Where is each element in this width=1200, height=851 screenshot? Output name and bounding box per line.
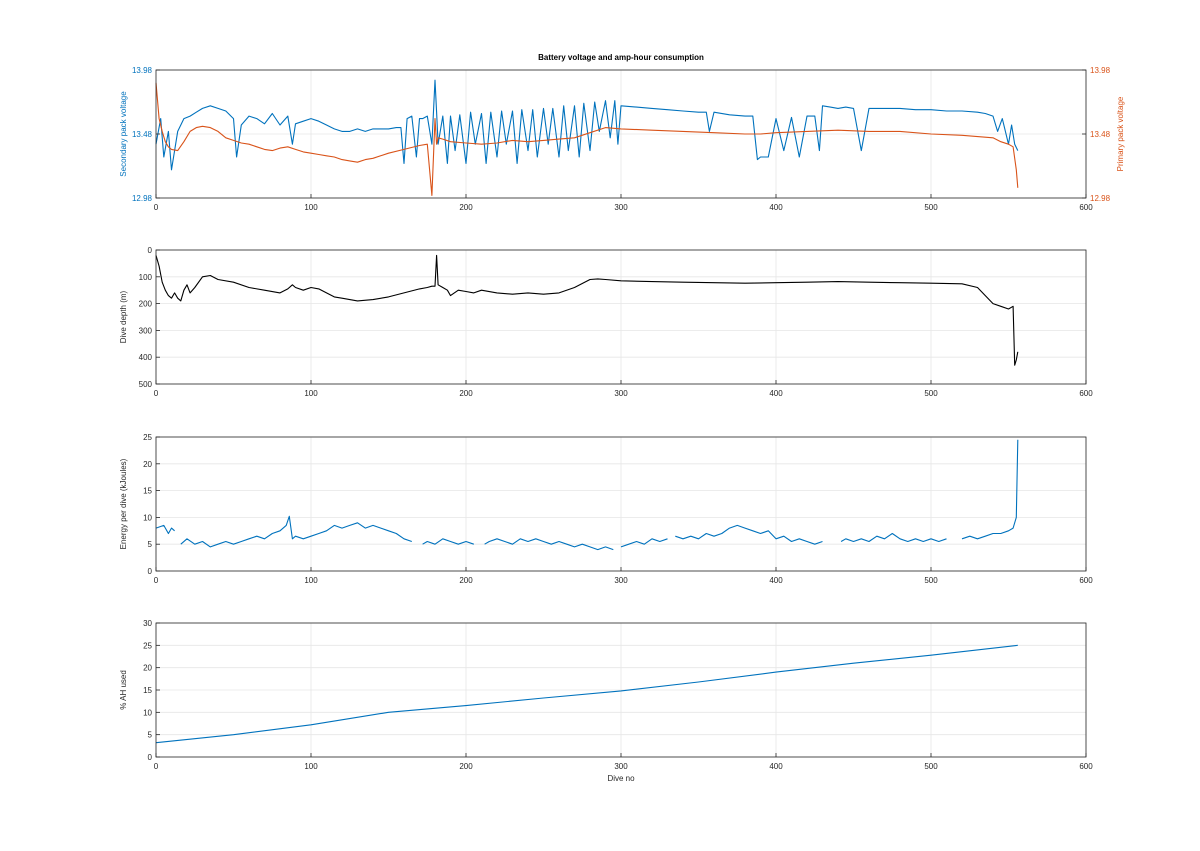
y-tick-label: 5: [148, 540, 153, 549]
x-tick-label: 200: [459, 576, 473, 585]
y-tick-label: 500: [139, 380, 153, 389]
x-tick-label: 300: [614, 203, 628, 212]
x-tick-label: 600: [1079, 576, 1093, 585]
y-tick-label: 10: [143, 513, 152, 522]
ah-used-axes: 0 100 200 300 400 500 600 0 5 10 15 20 25 30 % AH used…: [119, 619, 1093, 783]
ah-used-label: % AH used: [119, 670, 128, 710]
x-tick-label: 600: [1079, 203, 1093, 212]
series-line-0: [155, 79, 1019, 171]
energy-label: Energy per dive (kJoules): [119, 458, 128, 549]
y-tick-label: 13.48: [132, 130, 153, 139]
depth-axes: 0 100 200 300 400 500 600 0 100 200 300 400 500 Dive …: [119, 246, 1093, 398]
y-tick-label: 0: [148, 753, 153, 762]
y-tick-label: 0: [148, 246, 153, 255]
x-tick-label: 200: [459, 389, 473, 398]
x-tick-label: 500: [924, 203, 938, 212]
y-tick-label: 30: [143, 619, 152, 628]
series-line-0: [155, 644, 1018, 744]
x-tick-label: 600: [1079, 389, 1093, 398]
depth-label: Dive depth (m): [119, 290, 128, 343]
x-tick-label: 400: [769, 576, 783, 585]
x-tick-label: 200: [459, 203, 473, 212]
y2-tick-label: 13.98: [1090, 66, 1111, 75]
y-tick-label: 5: [148, 731, 153, 740]
y-tick-label: 0: [148, 567, 153, 576]
x-tick-label: 200: [459, 762, 473, 771]
x-tick-label: 0: [154, 203, 159, 212]
x-tick-label: 100: [304, 389, 318, 398]
voltage-axes: 0 100 200 300 400 500 60012.9813.4813.9812.981…: [119, 66, 1125, 212]
x-tick-label: 300: [614, 762, 628, 771]
x-tick-label: 600: [1079, 762, 1093, 771]
energy-axes: 0 100 200 300 400 500 600 0 5 10 15 20 25 Energy per …: [119, 433, 1093, 585]
x-tick-label: 500: [924, 389, 938, 398]
x-tick-label: 500: [924, 762, 938, 771]
y2-tick-label: 12.98: [1090, 194, 1111, 203]
x-tick-label: 0: [154, 762, 159, 771]
y-tick-label: 15: [143, 487, 152, 496]
x-tick-label: 0: [154, 389, 159, 398]
x-tick-label: 100: [304, 762, 318, 771]
y-tick-label: 25: [143, 641, 152, 650]
x-tick-label: 500: [924, 576, 938, 585]
x-tick-label: 100: [304, 203, 318, 212]
y-tick-label: 20: [143, 664, 152, 673]
x-tick-label: 400: [769, 762, 783, 771]
chart-title: Battery voltage and amp-hour consumption: [538, 53, 704, 62]
x-tick-label: 400: [769, 203, 783, 212]
y-tick-label: 20: [143, 460, 152, 469]
y-tick-label: 10: [143, 708, 152, 717]
x-tick-label: 300: [614, 576, 628, 585]
y-tick-label: 300: [139, 326, 153, 335]
y-tick-label: 400: [139, 353, 153, 362]
y-tick-label: 12.98: [132, 194, 153, 203]
y-tick-label: 200: [139, 300, 153, 309]
series-line-0: [155, 254, 1019, 366]
y2-tick-label: 13.48: [1090, 130, 1111, 139]
x-tick-label: 300: [614, 389, 628, 398]
x-tick-label: 0: [154, 576, 159, 585]
primary-voltage-label: Primary pack voltage: [1116, 96, 1125, 171]
y-tick-label: 25: [143, 433, 152, 442]
x-tick-label: 100: [304, 576, 318, 585]
x-axis-label: Dive no: [607, 774, 635, 783]
secondary-voltage-label: Secondary pack voltage: [119, 91, 128, 177]
x-tick-label: 400: [769, 389, 783, 398]
y-tick-label: 100: [139, 273, 153, 282]
series-line-0: [155, 439, 1019, 551]
y-tick-label: 13.98: [132, 66, 153, 75]
y-tick-label: 15: [143, 686, 152, 695]
series-line-1: [155, 82, 1019, 196]
